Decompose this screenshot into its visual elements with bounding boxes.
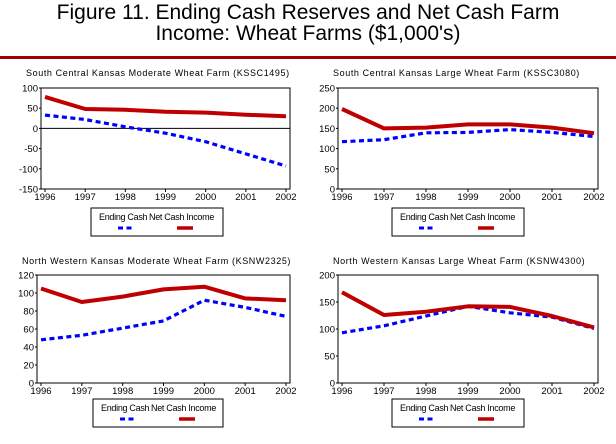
y-tick-label: 20 bbox=[23, 361, 34, 372]
y-tick-label: 0 bbox=[330, 379, 335, 390]
x-tick-label: 1996 bbox=[30, 386, 51, 397]
figure-title-line-2: Income: Wheat Farms ($1,000's) bbox=[155, 22, 461, 45]
x-tick-label: 1999 bbox=[457, 192, 478, 203]
y-tick-label: -100 bbox=[19, 164, 38, 175]
series-line-ending-cash bbox=[40, 298, 287, 342]
legend-box bbox=[391, 398, 525, 428]
x-tick-label: 1998 bbox=[112, 386, 133, 397]
y-tick-label: -50 bbox=[24, 144, 38, 155]
x-tick-label: 1996 bbox=[331, 192, 352, 203]
series-line-ending-cash bbox=[44, 113, 287, 168]
x-tick-label: 2001 bbox=[235, 386, 256, 397]
y-tick-label: 100 bbox=[22, 84, 38, 95]
x-tick-label: 1997 bbox=[75, 192, 96, 203]
y-tick-label: 100 bbox=[319, 325, 335, 336]
y-tick-label: 100 bbox=[18, 289, 34, 300]
series-line-ending-cash bbox=[341, 128, 595, 144]
x-tick-label: 1998 bbox=[415, 386, 436, 397]
y-tick-label: 120 bbox=[18, 271, 34, 282]
chart-title: South Central Kansas Large Wheat Farm (K… bbox=[333, 68, 580, 78]
series-line-net-cash-income bbox=[341, 290, 595, 330]
series-line-net-cash-income bbox=[341, 107, 595, 136]
legend-label-ending-cash: Ending Cash bbox=[99, 212, 148, 222]
figure-title-line-1: Figure 11. Ending Cash Reserves and Net … bbox=[56, 1, 560, 24]
y-tick-label: 60 bbox=[23, 325, 34, 336]
x-tick-label: 1997 bbox=[71, 386, 92, 397]
y-tick-label: 150 bbox=[319, 124, 335, 135]
x-tick-label: 2001 bbox=[541, 192, 562, 203]
legend-box bbox=[92, 398, 224, 428]
x-tick-label: 1997 bbox=[373, 192, 394, 203]
x-tick-label: 1999 bbox=[153, 386, 174, 397]
x-tick-label: 1999 bbox=[155, 192, 176, 203]
x-tick-label: 1999 bbox=[457, 386, 478, 397]
x-tick-label: 2002 bbox=[583, 192, 604, 203]
series-line-ending-cash bbox=[341, 304, 595, 335]
legend-label-ending-cash: Ending Cash bbox=[400, 403, 449, 413]
y-tick-label: -150 bbox=[19, 185, 38, 196]
x-tick-label: 2002 bbox=[583, 386, 604, 397]
legend-label-net-cash-income: Net Cash Income bbox=[450, 403, 515, 413]
x-tick-label: 2002 bbox=[275, 386, 296, 397]
y-tick-label: 0 bbox=[330, 185, 335, 196]
y-tick-label: 250 bbox=[319, 84, 335, 95]
chart-panel-2: South Central Kansas Large Wheat Farm (K… bbox=[319, 68, 605, 237]
series-line-net-cash-income bbox=[44, 94, 287, 119]
x-tick-label: 1997 bbox=[373, 386, 394, 397]
y-tick-label: 50 bbox=[324, 352, 335, 363]
y-tick-label: 40 bbox=[23, 343, 34, 354]
y-tick-label: 200 bbox=[319, 104, 335, 115]
chart-title: North Western Kansas Large Wheat Farm (K… bbox=[333, 256, 585, 266]
y-tick-label: 50 bbox=[324, 164, 335, 175]
x-tick-label: 2000 bbox=[195, 192, 216, 203]
x-tick-label: 2001 bbox=[541, 386, 562, 397]
y-tick-label: 200 bbox=[319, 271, 335, 282]
chart-title: South Central Kansas Moderate Wheat Farm… bbox=[26, 68, 290, 78]
x-tick-label: 2000 bbox=[194, 386, 215, 397]
legend-label-net-cash-income: Net Cash Income bbox=[151, 403, 216, 413]
y-tick-label: 100 bbox=[319, 144, 335, 155]
y-tick-label: 80 bbox=[23, 307, 34, 318]
y-tick-label: 0 bbox=[29, 379, 34, 390]
figure-title: Figure 11. Ending Cash Reserves and Net … bbox=[0, 2, 616, 44]
y-tick-label: 50 bbox=[27, 104, 38, 115]
x-tick-label: 1996 bbox=[34, 192, 55, 203]
legend-label-net-cash-income: Net Cash Income bbox=[149, 212, 214, 222]
chart-title: North Western Kansas Moderate Wheat Farm… bbox=[22, 256, 291, 266]
x-tick-label: 2000 bbox=[499, 386, 520, 397]
plot-area bbox=[337, 274, 599, 384]
title-divider bbox=[0, 56, 616, 59]
chart-panel-4: North Western Kansas Large Wheat Farm (K… bbox=[319, 256, 605, 428]
x-tick-label: 2002 bbox=[275, 192, 296, 203]
chart-panel-3: North Western Kansas Moderate Wheat Farm… bbox=[18, 256, 297, 428]
x-tick-label: 2001 bbox=[235, 192, 256, 203]
series-line-net-cash-income bbox=[40, 284, 287, 304]
y-tick-label: 0 bbox=[33, 124, 38, 135]
legend-box bbox=[90, 207, 224, 237]
legend-label-ending-cash: Ending Cash bbox=[101, 403, 150, 413]
y-tick-label: 150 bbox=[319, 298, 335, 309]
chart-panel-1: South Central Kansas Moderate Wheat Farm… bbox=[19, 68, 297, 237]
plot-area bbox=[40, 87, 291, 190]
x-tick-label: 1998 bbox=[115, 192, 136, 203]
x-tick-label: 2000 bbox=[499, 192, 520, 203]
x-tick-label: 1996 bbox=[331, 386, 352, 397]
x-tick-label: 1998 bbox=[415, 192, 436, 203]
legend-label-net-cash-income: Net Cash Income bbox=[450, 212, 515, 222]
legend-box bbox=[391, 207, 525, 237]
legend-label-ending-cash: Ending Cash bbox=[400, 212, 449, 222]
